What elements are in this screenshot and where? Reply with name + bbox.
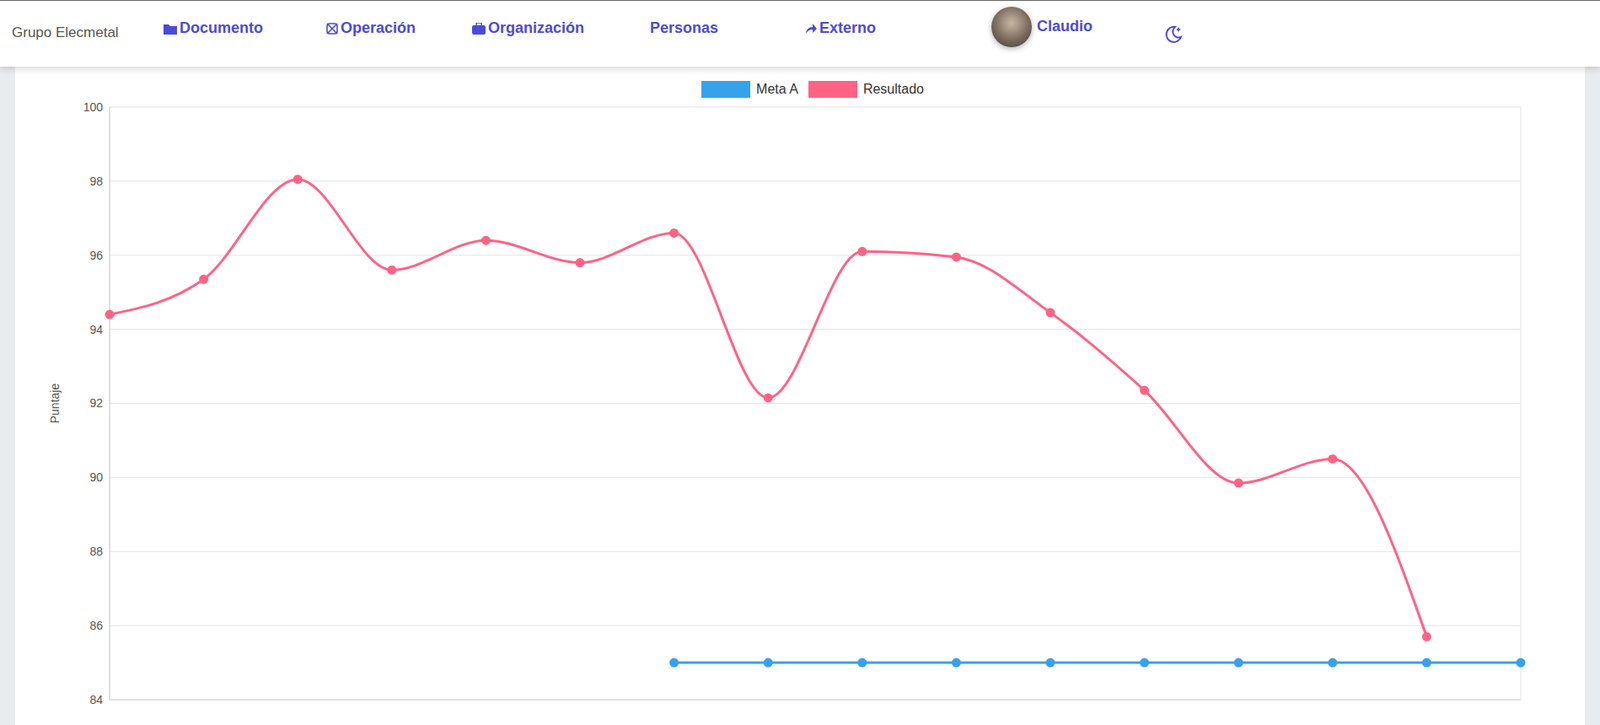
- svg-text:100: 100: [83, 100, 104, 114]
- svg-text:88: 88: [89, 544, 103, 559]
- html-text:Grupo Elecmetal: Grupo Elecmetal: [11, 24, 119, 41]
- svg-text:90: 90: [89, 470, 103, 484]
- html-text:Personas: Personas: [649, 19, 719, 37]
- svg-text:Puntaje: Puntaje: [48, 383, 62, 425]
- html-text:Documento: Documento: [179, 19, 264, 37]
- svg-text:92: 92: [89, 396, 103, 410]
- svg-text:94: 94: [89, 322, 103, 337]
- html-text:Claudio: Claudio: [1036, 17, 1093, 35]
- html-text:Resultado: Resultado: [863, 81, 924, 97]
- html-text:Organización: Organización: [488, 19, 585, 37]
- svg-text:86: 86: [89, 618, 103, 633]
- svg-text:98: 98: [89, 174, 103, 188]
- html-text:Operación: Operación: [340, 19, 416, 37]
- svg-text:84: 84: [89, 692, 103, 707]
- html-text:Externo: Externo: [819, 19, 876, 37]
- svg-text:96: 96: [89, 248, 103, 263]
- html-text:Meta A: Meta A: [756, 81, 799, 97]
